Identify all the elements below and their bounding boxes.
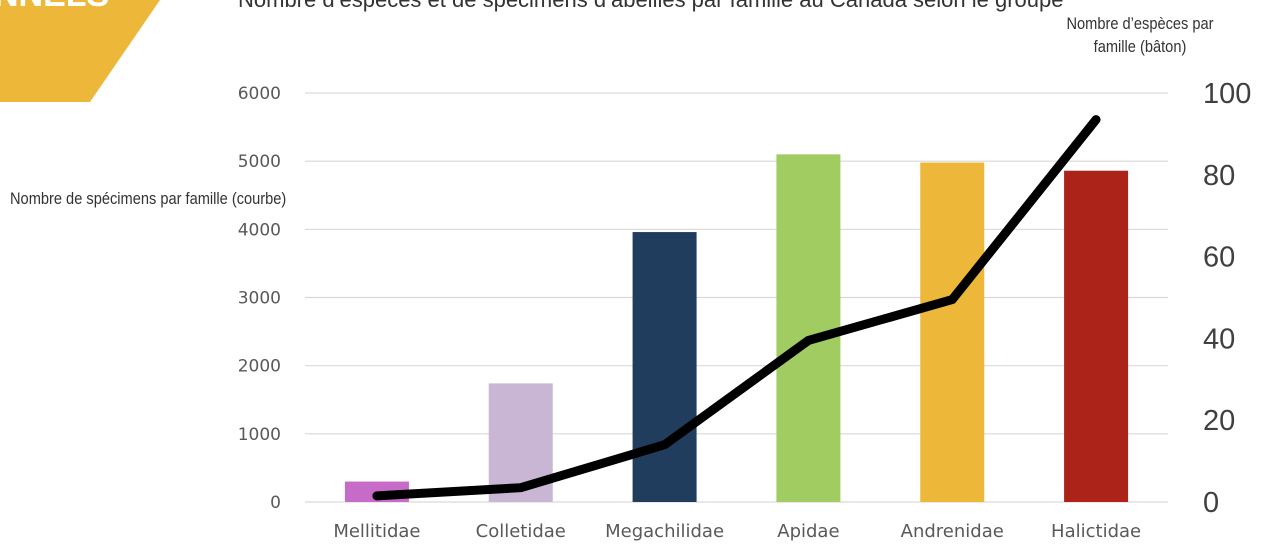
bar-halictidae <box>1064 170 1129 502</box>
right-tick-label: 60 <box>1203 242 1235 274</box>
category-label: Apidae <box>777 521 839 542</box>
page-header-fragment: Nombre d’espèces et de spécimens d’abeil… <box>238 0 1063 13</box>
bar-megachilidae <box>632 232 697 502</box>
category-label: Mellitidae <box>333 521 420 542</box>
left-tick-label: 6000 <box>238 84 281 104</box>
right-tick-label: 0 <box>1203 487 1219 519</box>
right-tick-label: 80 <box>1203 160 1235 192</box>
right-tick-label: 100 <box>1203 78 1251 110</box>
left-axis-title: Nombre de spécimens par famille (courbe) <box>10 189 287 208</box>
category-label: Megachilidae <box>605 521 724 542</box>
right-axis-title: Nombre d’espèces par famille (bâton) <box>1066 14 1214 56</box>
right-tick-label: 20 <box>1203 405 1235 437</box>
left-tick-label: 4000 <box>238 220 281 240</box>
bar-apidae <box>776 154 841 502</box>
banner-shape <box>0 0 160 102</box>
category-label: Halictidae <box>1051 521 1141 542</box>
right-tick-label: 40 <box>1203 323 1235 355</box>
banner-text: NNELS <box>0 0 109 14</box>
left-tick-label: 0 <box>270 493 281 513</box>
series-line <box>372 115 1101 501</box>
category-label: Andrenidae <box>901 521 1004 542</box>
bar-andrenidae <box>920 162 985 502</box>
left-tick-label: 5000 <box>238 152 281 172</box>
left-tick-label: 3000 <box>238 289 281 309</box>
left-tick-label: 2000 <box>238 357 281 377</box>
left-tick-label: 1000 <box>238 425 281 445</box>
brand-banner: NNELS <box>0 0 160 102</box>
category-label: Colletidae <box>476 521 566 542</box>
